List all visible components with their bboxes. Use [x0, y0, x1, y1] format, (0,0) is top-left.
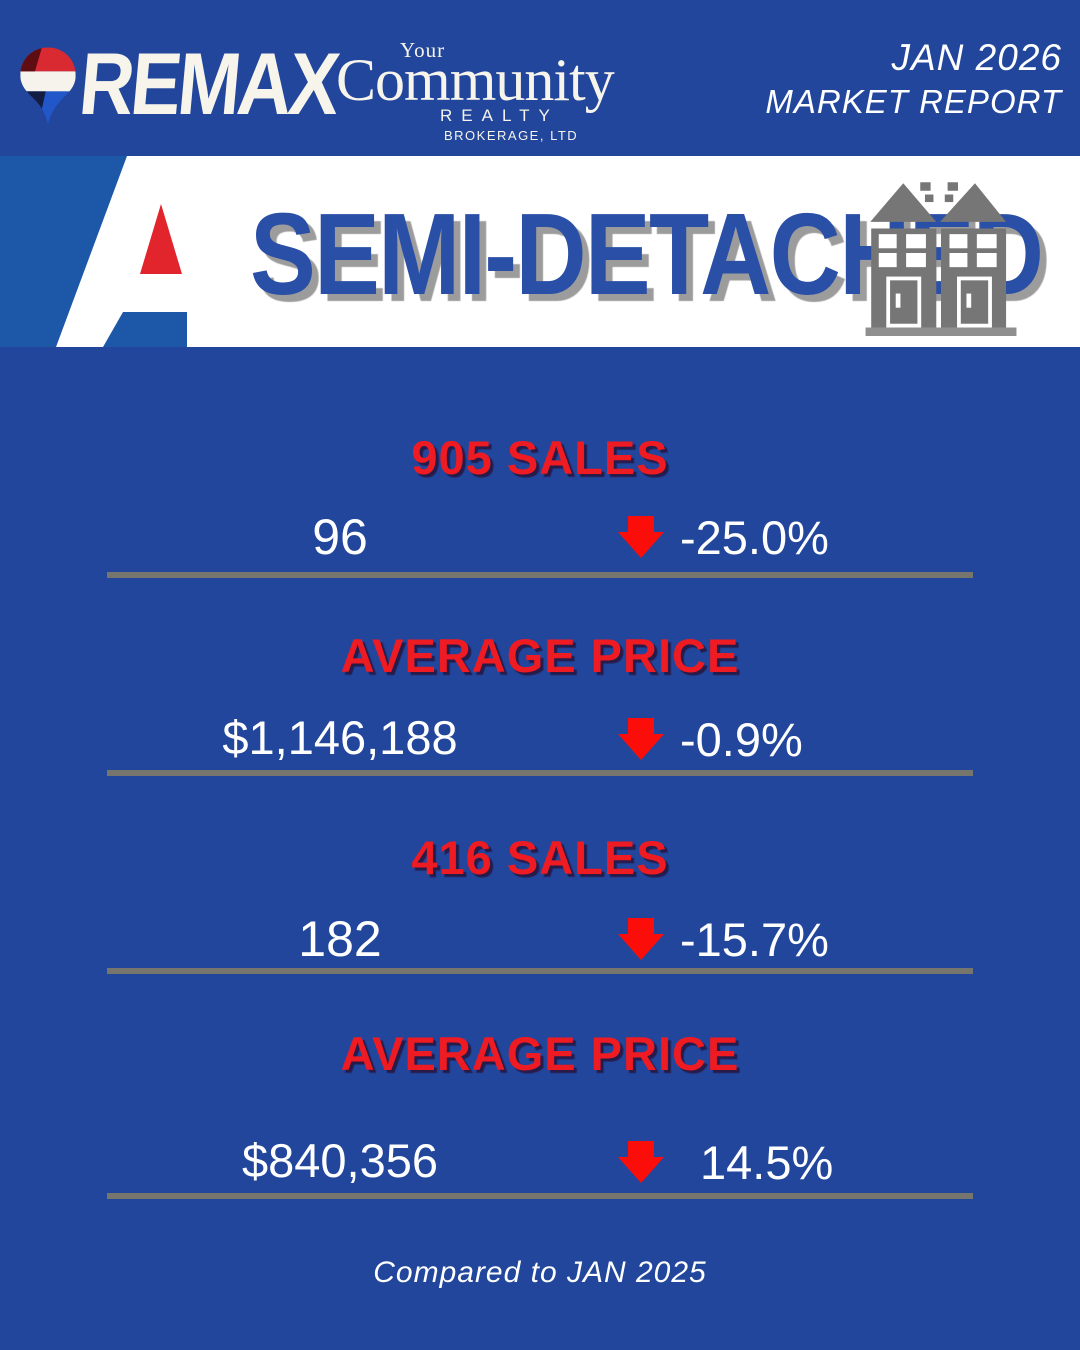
remax-wordmark: REMAX	[75, 34, 341, 133]
section-3-change: -15.7%	[680, 913, 829, 966]
logo-community-text: Community	[336, 47, 615, 113]
down-arrow-icon	[618, 1141, 664, 1183]
logo-your-text: Your	[400, 38, 446, 62]
section-2-change: -0.9%	[680, 713, 803, 766]
divider	[107, 1193, 973, 1199]
semi-detached-houses-icon	[865, 182, 1017, 336]
section-2-value: $1,146,188	[222, 711, 458, 764]
divider	[107, 770, 973, 776]
divider	[107, 572, 973, 578]
title-banner: SEMI-DETACHED	[0, 156, 1080, 347]
section-1-change: -25.0%	[680, 511, 829, 564]
remax-balloon-icon	[20, 47, 76, 125]
divider	[107, 968, 973, 974]
section-3-heading: 416 SALES	[411, 831, 669, 884]
report-period: JAN 2026 MARKET REPORT	[765, 36, 1062, 125]
logo-brokerage-text: BROKERAGE, LTD	[444, 128, 579, 143]
section-2-heading: AVERAGE PRICE	[340, 629, 740, 682]
section-4-value: $840,356	[241, 1134, 439, 1187]
section-1-heading: 905 SALES	[411, 431, 669, 484]
section-3-value: 182	[298, 911, 382, 967]
section-1-row: 96 -25.0%	[0, 508, 1080, 568]
section-4-change: 14.5%	[700, 1136, 834, 1189]
report-month: JAN 2026	[891, 37, 1062, 78]
down-arrow-icon	[618, 516, 664, 558]
comparison-note: Compared to JAN 2025	[373, 1256, 707, 1289]
section-4-heading: AVERAGE PRICE	[340, 1027, 740, 1080]
down-arrow-icon	[618, 718, 664, 760]
section-1-value: 96	[312, 509, 368, 565]
header-bar: REMAX Your Community REALTY BROKERAGE, L…	[0, 0, 1080, 156]
section-4-row: $840,356 14.5%	[0, 1133, 1080, 1193]
down-arrow-icon	[618, 918, 664, 960]
logo-realty-text: REALTY	[440, 106, 559, 125]
report-title: MARKET REPORT	[765, 83, 1062, 121]
section-2-row: $1,146,188 -0.9%	[0, 710, 1080, 770]
a-mark-icon	[0, 156, 187, 347]
community-realty-logo: Your Community REALTY BROKERAGE, LTD	[336, 38, 636, 148]
section-3-row: 182 -15.7%	[0, 910, 1080, 970]
